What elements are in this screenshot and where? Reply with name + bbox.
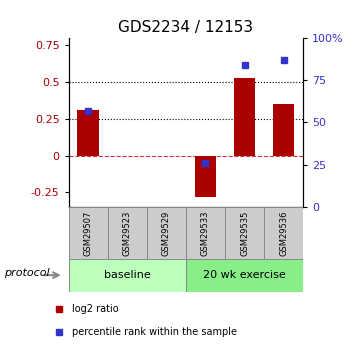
Text: percentile rank within the sample: percentile rank within the sample xyxy=(72,327,237,337)
Bar xyxy=(234,78,255,156)
Text: GSM29536: GSM29536 xyxy=(279,210,288,256)
Bar xyxy=(273,104,295,156)
Title: GDS2234 / 12153: GDS2234 / 12153 xyxy=(118,20,253,36)
FancyBboxPatch shape xyxy=(69,207,108,259)
FancyBboxPatch shape xyxy=(147,207,186,259)
FancyBboxPatch shape xyxy=(186,259,303,292)
Text: 20 wk exercise: 20 wk exercise xyxy=(203,270,286,280)
Text: GSM29523: GSM29523 xyxy=(123,210,132,256)
Text: GSM29533: GSM29533 xyxy=(201,210,210,256)
FancyBboxPatch shape xyxy=(108,207,147,259)
FancyBboxPatch shape xyxy=(186,207,225,259)
Bar xyxy=(77,110,99,156)
Bar xyxy=(195,156,216,197)
Text: GSM29507: GSM29507 xyxy=(84,210,93,256)
Text: protocol: protocol xyxy=(4,268,49,278)
Text: GSM29535: GSM29535 xyxy=(240,210,249,256)
Text: baseline: baseline xyxy=(104,270,151,280)
FancyBboxPatch shape xyxy=(264,207,303,259)
Text: GSM29529: GSM29529 xyxy=(162,210,171,256)
FancyBboxPatch shape xyxy=(69,259,186,292)
FancyBboxPatch shape xyxy=(225,207,264,259)
Text: log2 ratio: log2 ratio xyxy=(72,304,119,314)
